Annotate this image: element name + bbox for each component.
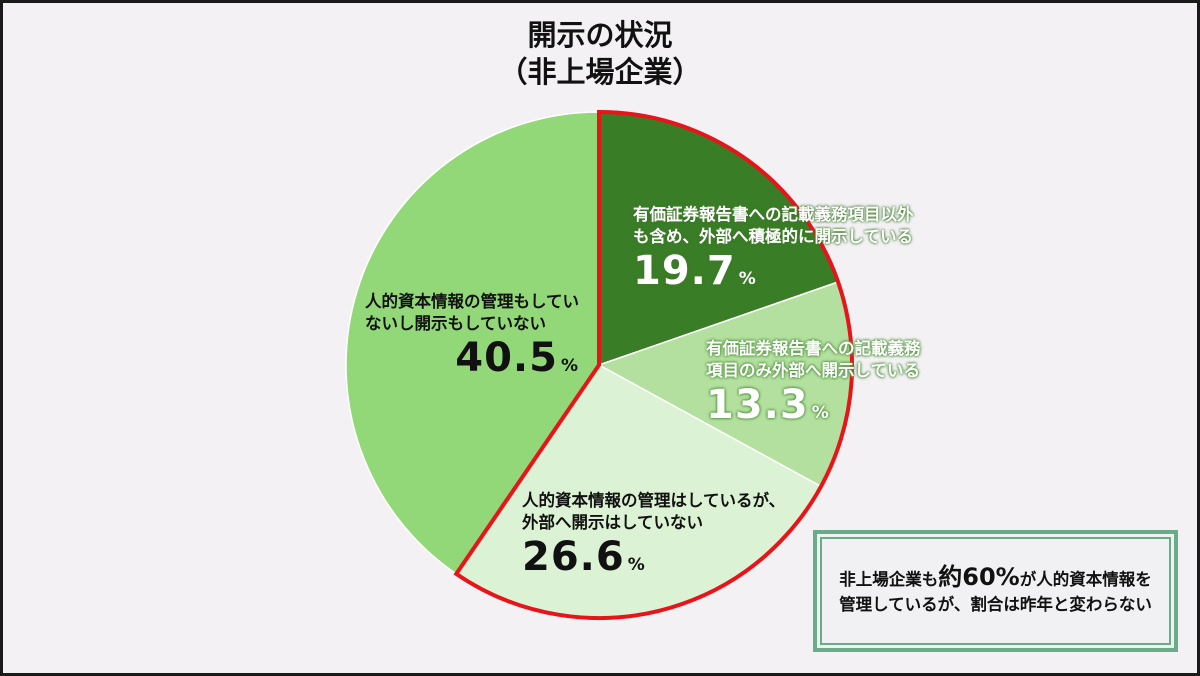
summary-note-box: 非上場企業も約60%が人的資本情報を 管理しているが、割合は昨年と変わらない <box>813 530 1178 652</box>
label-text-line2: ないし開示もしていない <box>365 314 547 333</box>
label-value: 19.7% <box>633 248 757 294</box>
label-text-line1: 人的資本情報の管理はしているが、 <box>522 491 786 510</box>
highlight-outline <box>453 109 854 620</box>
label-value: 40.5% <box>455 335 580 381</box>
summary-note-inner: 非上場企業も約60%が人的資本情報を 管理しているが、割合は昨年と変わらない <box>820 537 1171 645</box>
label-text-line2: も含め、外部へ積極的に開示している <box>633 227 914 246</box>
slice-label-not-managed: 人的資本情報の管理もしてい ないし開示もしていない 40.5% <box>365 291 579 389</box>
label-value: 13.3% <box>706 382 830 428</box>
label-value: 26.6% <box>522 534 646 580</box>
label-text-line2: 外部へ開示はしていない <box>522 513 704 532</box>
label-text-line1: 有価証券報告書への記載義務項目以外 <box>633 205 914 224</box>
label-text-line1: 人的資本情報の管理もしてい <box>365 292 580 311</box>
slice-label-managed-not-disclosed: 人的資本情報の管理はしているが、 外部へ開示はしていない 26.6% <box>522 490 785 588</box>
pie-slice <box>345 111 600 575</box>
summary-note-emphasis: 約60% <box>938 563 1020 591</box>
label-text-line1: 有価証券報告書への記載義務 <box>706 339 921 358</box>
summary-note-line2: 管理しているが、割合は昨年と変わらない <box>839 595 1152 614</box>
chart-title: 開示の状況 <box>527 18 673 52</box>
summary-note-line1: 非上場企業も約60%が人的資本情報を <box>839 563 1152 591</box>
slice-label-active-disclosure: 有価証券報告書への記載義務項目以外 も含め、外部へ積極的に開示している 19.7… <box>633 204 914 302</box>
chart-subtitle: （非上場企業） <box>498 55 702 89</box>
slice-label-required-only: 有価証券報告書への記載義務 項目のみ外部へ開示している 13.3% <box>706 338 921 436</box>
label-text-line2: 項目のみ外部へ開示している <box>706 361 921 380</box>
